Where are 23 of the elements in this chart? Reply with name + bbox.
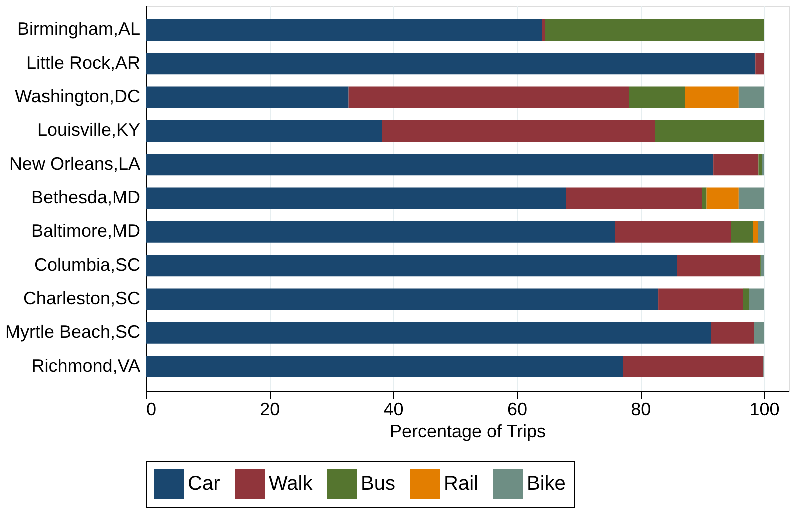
x-tick-label: 40 <box>384 400 404 420</box>
y-tick-label: Louisville,KY <box>37 120 140 140</box>
x-tick-label: 20 <box>260 400 280 420</box>
x-tick-label: 80 <box>631 400 652 420</box>
x-tick-label: 0 <box>146 400 157 420</box>
y-tick-label: New Orleans,LA <box>9 154 140 174</box>
y-tick-label: Washington,DC <box>15 86 140 107</box>
y-tick-label: Little Rock,AR <box>26 52 140 73</box>
legend-label: Car <box>188 473 221 495</box>
x-axis-title: Percentage of Trips <box>390 422 546 442</box>
y-tick-label: Richmond,VA <box>32 356 140 376</box>
y-tick-label: Myrtle Beach,SC <box>5 322 140 342</box>
y-tick-label: Birmingham,AL <box>17 19 140 40</box>
y-tick-label: Columbia,SC <box>34 254 140 275</box>
y-tick-label: Baltimore,MD <box>31 221 140 242</box>
legend-label: Walk <box>269 473 314 495</box>
legend-label: Bike <box>527 473 566 495</box>
y-tick-label: Charleston,SC <box>23 288 140 308</box>
x-tick-label: 60 <box>507 400 528 420</box>
legend-label: Bus <box>361 473 396 495</box>
x-tick-label: 100 <box>750 400 780 420</box>
legend-label: Rail <box>444 473 478 495</box>
y-tick-label: Bethesda,MD <box>31 188 140 208</box>
